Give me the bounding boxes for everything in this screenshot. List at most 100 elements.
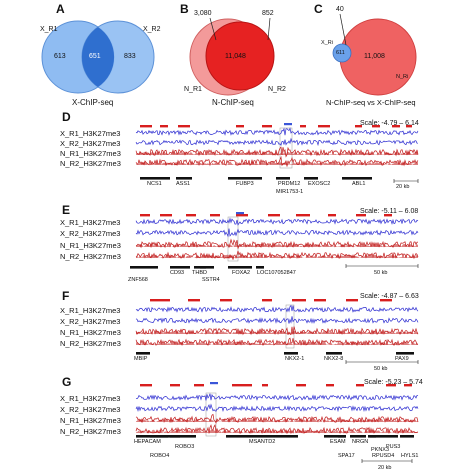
peak-bar	[404, 384, 412, 387]
highlight-box	[227, 216, 239, 262]
peak-bar	[268, 214, 280, 217]
peak-bar	[356, 384, 364, 387]
panel-e-gene-sstr4: SSTR4	[202, 277, 220, 283]
venn-b-top-left-count: 3,080	[194, 10, 212, 17]
panel-g-scale: Scale: -5.23 – 5.74	[364, 379, 423, 386]
panel-g-track-label-2: X_R2_H3K27me3	[60, 405, 121, 414]
peak-bar-blue	[236, 212, 244, 215]
gene-bar	[284, 352, 298, 355]
panel-letter-a: A	[56, 2, 65, 16]
peak-bar	[236, 214, 248, 217]
venn-c-right-label: N_Ri	[396, 74, 409, 80]
peak-bar	[140, 214, 150, 217]
peak-bar	[220, 299, 232, 302]
panel-letter-e: E	[62, 203, 71, 217]
gene-bar	[396, 352, 414, 355]
panel-e-gene-loc107052847: LOC107052847	[257, 270, 296, 276]
peak-bar	[160, 214, 172, 217]
panel-d-track-label-4: N_R2_H3K27me3	[60, 159, 121, 168]
panel-letter-c: C	[314, 2, 323, 16]
panel-letter-d: D	[62, 110, 71, 124]
gene-bar	[370, 435, 386, 438]
signal-fill-f-3	[136, 330, 418, 334]
signal-track-f-2	[135, 316, 419, 324]
venn-c-left-label: X_Ri	[321, 40, 333, 46]
panel-e-track-label-2: X_R2_H3K27me3	[60, 229, 121, 238]
venn-c-center-count: 11,008	[364, 53, 385, 60]
peak-bar	[186, 214, 196, 217]
panel-f-scalebar-label: 50 kb	[374, 366, 388, 372]
gene-bar	[140, 177, 170, 180]
gene-bar	[170, 266, 190, 269]
panel-letter-b: B	[180, 2, 189, 16]
panel-f-gene-nkx2-1: NKX2-1	[285, 356, 305, 362]
venn-b-center-count: 11,048	[225, 53, 246, 60]
gene-bar	[136, 352, 150, 355]
venn-a-right-count: 833	[124, 53, 136, 60]
venn-a-title: X-ChIP-seq	[72, 98, 114, 107]
peak-bar-blue	[210, 382, 218, 385]
signal-track-e-2	[135, 228, 419, 238]
peak-bar	[194, 384, 204, 387]
peak-bar	[292, 299, 306, 302]
panel-letter-f: F	[62, 289, 70, 303]
panel-f-track-label-4: N_R2_H3K27me3	[60, 339, 121, 348]
signal-track-d-3	[135, 146, 419, 158]
gene-bar	[276, 177, 290, 180]
venn-b-right-circle	[205, 21, 275, 91]
signal-track-f-1	[135, 304, 419, 313]
gene-bar	[342, 177, 372, 180]
gene-bar	[304, 177, 318, 180]
panel-d-track-label-2: X_R2_H3K27me3	[60, 139, 121, 148]
highlight-box	[205, 392, 217, 437]
gene-bar	[350, 435, 366, 438]
panel-g-gene-robo4: ROBO4	[150, 453, 170, 459]
panel-e-gene-cd93: CD93	[170, 270, 185, 276]
venn-b-top-right-count: 852	[262, 10, 274, 17]
panel-f-track-label-2: X_R2_H3K27me3	[60, 317, 121, 326]
panel-f-track-label-1: X_R1_H3K27me3	[60, 306, 121, 315]
venn-c-small-circle	[332, 43, 352, 63]
peak-bar	[318, 125, 330, 128]
peak-bar	[346, 299, 358, 302]
peak-bar-blue	[284, 123, 292, 126]
panel-e-gene-thbd: THBD	[192, 270, 207, 276]
venn-diagrams	[41, 13, 417, 96]
signal-track-e-3	[135, 238, 419, 249]
signal-track-f-4	[135, 337, 419, 347]
panel-f-gene-mbip: MBIP	[134, 356, 148, 362]
panel-d-scalebar-label: 20 kb	[396, 184, 410, 190]
peak-bar	[188, 299, 200, 302]
signal-track-d-2	[135, 137, 418, 147]
panel-g-gene-spa17: SPA17	[338, 453, 355, 459]
panel-g-track-label-3: N_R1_H3K27me3	[60, 416, 121, 425]
panel-g-gene-robo3: ROBO3	[175, 444, 195, 450]
panel-g-track-label-4: N_R2_H3K27me3	[60, 427, 121, 436]
gene-bar	[200, 266, 214, 269]
peak-bar	[296, 214, 310, 217]
signal-fill-d-4	[136, 161, 418, 165]
panel-g-gene-pknx3: PKNX3	[371, 447, 390, 453]
peak-bar	[326, 384, 334, 387]
panel-g-gene-nrgn: NRGN	[352, 439, 369, 445]
venn-b-leader-left	[209, 17, 217, 41]
gene-bar	[170, 435, 196, 438]
venn-b-left-label: N_R1	[184, 86, 202, 93]
gene-bar	[324, 435, 346, 438]
signal-fill-g-3	[136, 418, 418, 422]
venn-a-center-count: 651	[89, 53, 101, 60]
panel-e-track-label-4: N_R2_H3K27me3	[60, 252, 121, 261]
peak-bar	[372, 125, 380, 128]
venn-c-title: N-ChIP-seq vs X-ChIP-seq	[326, 98, 416, 107]
panel-d-gene-ncs1: NCS1	[147, 181, 162, 187]
panel-e-track-label-3: N_R1_H3K27me3	[60, 241, 121, 250]
peak-bar	[160, 125, 168, 128]
peak-bar	[170, 384, 180, 387]
gene-bar	[130, 266, 158, 269]
peak-bar	[296, 384, 306, 387]
panel-d-gene-exosc2: EXOSC2	[308, 181, 331, 187]
panel-g-gene-esam: ESAM	[330, 439, 346, 445]
panel-g-gene-msantd2: MSANTD2	[249, 439, 276, 445]
panel-f-gene-pax9: PAX9	[395, 356, 409, 362]
peak-bar	[140, 384, 152, 387]
